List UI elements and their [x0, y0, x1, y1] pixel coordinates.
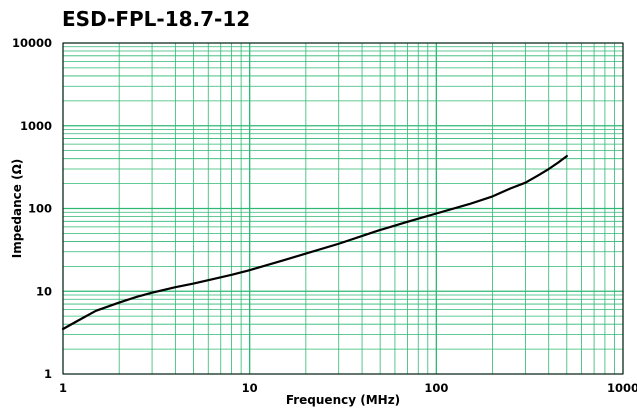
y-tick-label: 1000 — [20, 119, 52, 133]
series-layer — [61, 154, 568, 331]
y-tick-label: 100 — [28, 202, 52, 216]
y-tick-label: 10 — [36, 284, 52, 298]
plot-frame — [62, 42, 624, 375]
y-tick-labels: 1 10 100 1000 10000 — [12, 36, 52, 381]
y-tick-label: 10000 — [12, 36, 52, 50]
x-axis-label: Frequency (MHz) — [286, 393, 400, 407]
y-tick-label: 1 — [44, 367, 52, 381]
x-tick-label: 10 — [242, 381, 258, 395]
x-tick-label: 1000 — [607, 381, 637, 395]
y-axis-label: Impedance (Ω) — [10, 159, 24, 259]
impedance-curve — [61, 154, 568, 331]
chart-title: ESD-FPL-18.7-12 — [62, 7, 250, 31]
x-tick-labels: 1 10 100 1000 — [59, 381, 637, 395]
x-tick-label: 1 — [59, 381, 67, 395]
x-tick-label: 100 — [424, 381, 448, 395]
